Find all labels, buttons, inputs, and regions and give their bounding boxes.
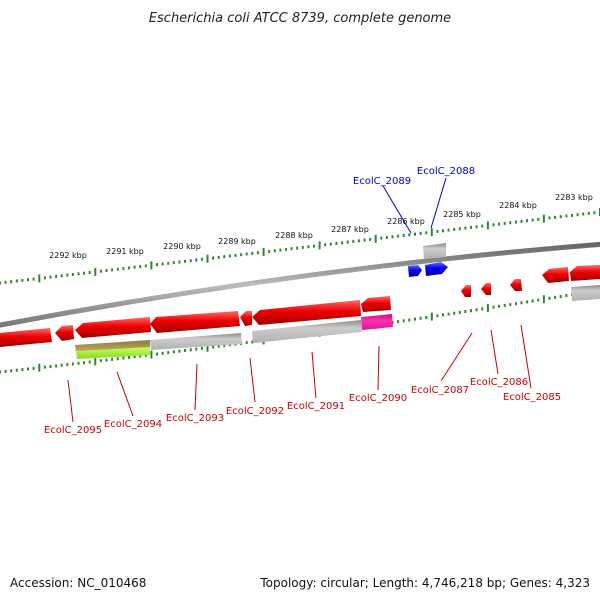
gene-labels: EcolC_2089 EcolC_2088 EcolC_2095 EcolC_2…	[44, 166, 561, 436]
tick-label-2291: 2291 kbp	[106, 247, 144, 256]
gene-EcolC_2086[interactable]	[481, 283, 491, 295]
annotation-bars	[75, 285, 600, 359]
label-EcolC_2090[interactable]: EcolC_2090	[349, 393, 407, 404]
annotation-bar-lime	[76, 347, 150, 359]
tick-label-2288: 2288 kbp	[275, 231, 313, 240]
tick-label-2283: 2283 kbp	[555, 193, 593, 202]
annotation-bar-magenta	[361, 314, 393, 330]
leader-EcolC_2090	[377, 345, 380, 391]
label-EcolC_2094[interactable]: EcolC_2094	[104, 419, 162, 430]
map-title: Escherichia coli ATCC 8739, complete gen…	[149, 11, 451, 26]
gene-EcolC_2091[interactable]	[240, 311, 252, 326]
gene-EcolC_2089[interactable]	[408, 265, 422, 277]
gene-EcolC_2094[interactable]	[55, 325, 74, 341]
label-EcolC_2091[interactable]: EcolC_2091	[287, 401, 345, 412]
leader-EcolC_2088	[430, 177, 447, 229]
leader-EcolC_2093	[194, 363, 198, 411]
label-EcolC_2088[interactable]: EcolC_2088	[417, 166, 475, 177]
topology-text: Topology: circular; Length: 4,746,218 bp…	[260, 576, 590, 590]
tick-label-2286: 2286 kbp	[387, 217, 425, 226]
leader-EcolC_2089	[382, 185, 412, 234]
reverse-strand-genes	[0, 265, 600, 347]
label-EcolC_2087[interactable]: EcolC_2087	[411, 385, 469, 396]
annotation-bar-2088	[423, 243, 446, 259]
annotation-bar-gray-1	[150, 333, 242, 350]
tick-label-2289: 2289 kbp	[218, 237, 256, 246]
leader-EcolC_2091	[311, 351, 317, 399]
gene-EcolC_2090-main[interactable]	[252, 300, 361, 325]
genome-backbone	[0, 241, 600, 328]
gene-EcolC_2095[interactable]	[0, 328, 52, 347]
leader-EcolC_2086	[490, 329, 499, 375]
leader-EcolC_2095	[67, 379, 74, 423]
leader-EcolC_2094	[116, 371, 134, 417]
leader-EcolC_2092	[249, 357, 256, 403]
forward-strand-genes	[408, 243, 448, 277]
tick-label-2285: 2285 kbp	[443, 210, 481, 219]
leader-EcolC_2085	[520, 324, 532, 389]
label-EcolC_2086[interactable]: EcolC_2086	[470, 377, 528, 388]
gene-EcolC_2090[interactable]	[361, 296, 391, 312]
label-EcolC_2089[interactable]: EcolC_2089	[353, 176, 411, 187]
gene-EcolC_2092[interactable]	[150, 311, 240, 333]
gene-EcolC_2085[interactable]	[510, 279, 522, 291]
gene-EcolC_2088[interactable]	[425, 262, 448, 276]
label-EcolC_2085[interactable]: EcolC_2085	[503, 392, 561, 403]
tick-label-2290: 2290 kbp	[163, 242, 201, 251]
gene-EcolC_2093[interactable]	[75, 317, 151, 338]
label-EcolC_2095[interactable]: EcolC_2095	[44, 425, 102, 436]
gene-right-1[interactable]	[542, 267, 569, 283]
accession-text: Accession: NC_010468	[10, 576, 147, 590]
upper-tick-ring	[0, 208, 600, 285]
tick-label-2287: 2287 kbp	[331, 225, 369, 234]
gene-EcolC_2087[interactable]	[461, 285, 471, 297]
leader-lines	[67, 177, 532, 423]
annotation-bar-gray-3	[571, 285, 600, 301]
annotation-bar-gray-2	[252, 320, 362, 343]
tick-label-2284: 2284 kbp	[499, 201, 537, 210]
leader-EcolC_2087	[440, 332, 473, 382]
tick-labels: 2292 kbp 2291 kbp 2290 kbp 2289 kbp 2288…	[49, 193, 593, 260]
label-EcolC_2092[interactable]: EcolC_2092	[226, 406, 284, 417]
gene-right-2[interactable]	[570, 265, 600, 281]
tick-label-2292: 2292 kbp	[49, 251, 87, 260]
label-EcolC_2093[interactable]: EcolC_2093	[166, 413, 224, 424]
